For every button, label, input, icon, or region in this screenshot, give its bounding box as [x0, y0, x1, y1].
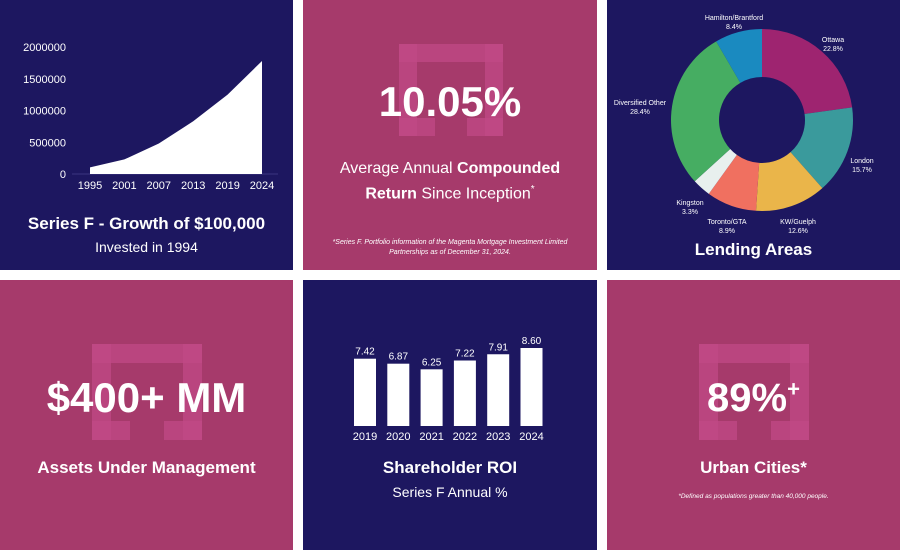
lending-donut-chart: Ottawa 22.8% London 15.7% KW/Guelph 12.6% Toro…	[614, 15, 874, 235]
growth-title: Series F - Growth of $100,000	[27, 214, 266, 233]
roi-bar-label: 7.91	[488, 342, 508, 353]
aum-value: $400+ MM	[46, 374, 247, 421]
roi-category-label: 2019	[353, 431, 377, 443]
return-line2-bold: Return	[365, 185, 417, 203]
roi-bar-label: 8.60	[522, 336, 542, 347]
urban-label: Urban Cities*	[700, 458, 807, 477]
roi-bar	[387, 363, 410, 426]
roi-bar-label: 6.87	[389, 352, 409, 363]
growth-ytick-label: 500000	[29, 137, 66, 149]
roi-bar-label: 6.25	[422, 357, 442, 368]
return-line1: Average Annual Compounded	[303, 160, 597, 178]
roi-bar	[453, 360, 476, 426]
aum-tile: $400+ MM Assets Under Management	[0, 280, 293, 550]
roi-bar	[354, 358, 376, 426]
donut-slice-name: Toronto/GTA	[707, 219, 746, 226]
donut-slice	[762, 29, 853, 115]
donut-slice-name: Diversified Other	[614, 100, 667, 107]
urban-percent: 89%	[707, 376, 788, 420]
urban-tile: 89%+ Urban Cities* *Defined as populatio…	[607, 280, 900, 550]
donut-slice-label: 22.8%	[823, 46, 843, 53]
roi-category-label: 2020	[386, 431, 410, 443]
donut-slice-name: Hamilton/Brantford	[705, 15, 763, 22]
donut-slice-label: 15.7%	[852, 167, 872, 174]
donut-slice-label: 3.3%	[682, 209, 698, 216]
donut-slice	[756, 152, 823, 211]
growth-ytick-label: 1500000	[23, 74, 66, 86]
growth-ytick-label: 2000000	[23, 42, 66, 54]
magenta-logo-icon	[92, 344, 202, 440]
donut-slice-label: 12.6%	[788, 228, 808, 235]
roi-title: Shareholder ROI	[382, 458, 518, 477]
roi-tile: 7.42 2019 6.87 2020 6.25 2021 7.22 2022 7.91 2023…	[303, 280, 597, 550]
growth-xtick-label: 2024	[250, 180, 274, 192]
lending-tile: Ottawa 22.8% London 15.7% KW/Guelph 12.6% Toro…	[607, 0, 900, 270]
growth-xtick-label: 1995	[78, 180, 102, 192]
donut-slice-label: 8.9%	[719, 228, 735, 235]
roi-bar	[420, 369, 443, 426]
donut-slice-label: 28.4%	[630, 109, 650, 116]
roi-bar	[520, 348, 543, 426]
donut-slice-name: Kingston	[676, 200, 703, 207]
urban-plus: +	[787, 376, 800, 402]
lending-title: Lending Areas	[694, 240, 813, 259]
roi-bar-label: 7.42	[355, 347, 375, 358]
roi-bar-label: 7.22	[455, 349, 475, 360]
return-value: 10.05%	[378, 78, 522, 125]
growth-xtick-label: 2007	[147, 180, 171, 192]
return-asterisk: *	[530, 184, 535, 195]
return-footnote-line1: *Series F. Portfolio information of the …	[332, 239, 568, 246]
aum-label: Assets Under Management	[37, 458, 256, 477]
roi-category-label: 2022	[453, 431, 477, 443]
donut-slice	[708, 154, 760, 211]
return-line1-prefix: Average Annual	[339, 160, 458, 177]
return-footnote: *Series F. Portfolio information of the …	[303, 238, 597, 258]
growth-ytick-label: 1000000	[23, 106, 66, 118]
roi-category-label: 2021	[419, 431, 443, 443]
return-line2-suffix: Since Inception	[416, 185, 531, 203]
roi-category-label: 2023	[486, 431, 510, 443]
donut-slice-label: 8.4%	[726, 24, 742, 31]
return-footnote-line2: Partnerships as of December 31, 2024.	[389, 249, 511, 256]
urban-value: 89%+	[607, 376, 900, 421]
donut-slice	[671, 41, 741, 182]
roi-bar-chart: 7.42 2019 6.87 2020 6.25 2021 7.22 2022 7.91 2023…	[353, 336, 544, 443]
magenta-logo-icon	[699, 344, 809, 440]
growth-xtick-label: 2013	[181, 180, 205, 192]
urban-footnote: *Defined as populations greater than 40,…	[678, 493, 829, 500]
donut-slice	[716, 29, 762, 83]
donut-slice-name: London	[850, 158, 873, 165]
growth-xtick-label: 2019	[215, 180, 239, 192]
growth-area	[90, 60, 262, 174]
roi-category-label: 2024	[519, 431, 543, 443]
donut-slice-name: Ottawa	[822, 37, 844, 44]
growth-subtitle: Invested in 1994	[95, 239, 198, 255]
roi-subtitle: Series F Annual %	[392, 484, 508, 500]
return-line1-bold: Compounded	[457, 160, 561, 177]
donut-slice	[694, 148, 737, 194]
growth-tile: 2000000 1500000 1000000 500000 0 1995 2001 2007…	[0, 0, 293, 270]
growth-xtick-label: 2001	[112, 180, 136, 192]
donut-slice-name: KW/Guelph	[780, 219, 816, 226]
donut-slice	[790, 107, 853, 189]
return-tile: 10.05% Average Annual Compounded Return …	[303, 0, 597, 270]
magenta-logo-icon	[399, 44, 503, 136]
return-line2: Return Since Inception*	[303, 184, 597, 203]
growth-chart: 2000000 1500000 1000000 500000 0 1995 2001 2007…	[23, 42, 278, 192]
roi-bar	[487, 354, 510, 426]
growth-ytick-label: 0	[60, 169, 66, 181]
